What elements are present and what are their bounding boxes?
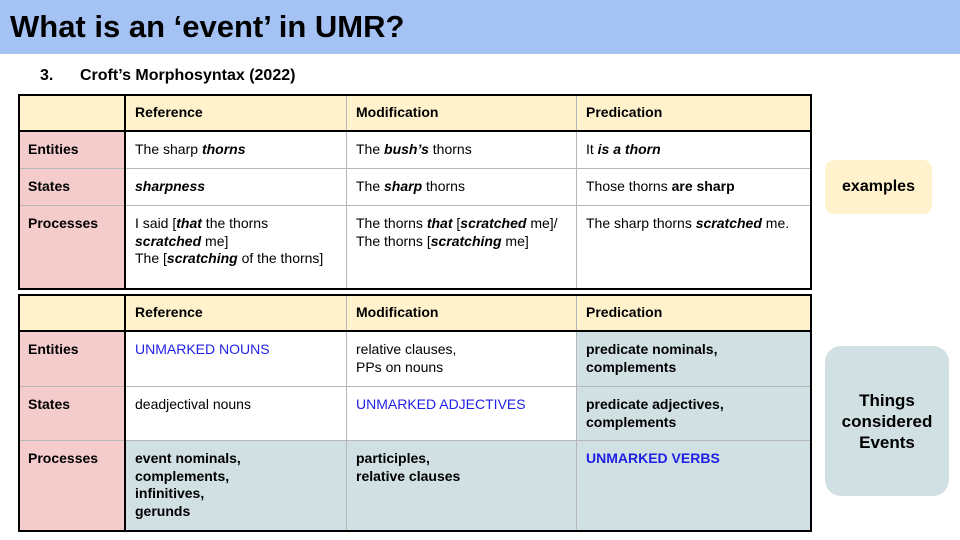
row-header-entities: Entities (18, 331, 126, 387)
examples-table: Reference Modification Predication Entit… (18, 94, 812, 290)
construction-states-modification: UNMARKED ADJECTIVES (346, 386, 577, 441)
construction-processes-modification: participles, relative clauses (346, 440, 577, 532)
section-title: Croft’s Morphosyntax (2022) (80, 67, 296, 84)
example-entities-reference: The sharp thorns (125, 131, 347, 169)
row-header-states: States (18, 386, 126, 441)
construction-states-reference: deadjectival nouns (125, 386, 347, 441)
construction-entities-reference: UNMARKED NOUNS (125, 331, 347, 387)
examples-callout: examples (825, 160, 932, 214)
slide-title: What is an ‘event’ in UMR? (10, 9, 405, 44)
constructions-table: Reference Modification Predication Entit… (18, 294, 812, 532)
construction-states-predication: predicate adjectives, complements (576, 386, 812, 441)
col-header-modification: Modification (346, 94, 577, 132)
example-processes-reference: I said [that the thorns scratched me] The… (125, 205, 347, 290)
row-header-processes: Processes (18, 440, 126, 532)
row-header-states: States (18, 168, 126, 206)
construction-entities-predication: predicate nominals, complements (576, 331, 812, 387)
section-heading: 3. Croft’s Morphosyntax (2022) (40, 67, 295, 85)
things-considered-events-label: Things considered Events (841, 390, 933, 452)
col-header-modification: Modification (346, 294, 577, 332)
example-entities-modification: The bush’s thorns (346, 131, 577, 169)
col-header-predication: Predication (576, 94, 812, 132)
title-bar: What is an ‘event’ in UMR? (0, 0, 960, 54)
examples-label: examples (842, 178, 915, 195)
col-header-reference: Reference (125, 294, 347, 332)
example-states-modification: The sharp thorns (346, 168, 577, 206)
example-states-predication: Those thorns are sharp (576, 168, 812, 206)
corner-cell (18, 294, 126, 332)
construction-processes-reference: event nominals, complements, infinitives, g… (125, 440, 347, 532)
col-header-predication: Predication (576, 294, 812, 332)
section-number: 3. (40, 67, 54, 84)
row-header-processes: Processes (18, 205, 126, 290)
corner-cell (18, 94, 126, 132)
example-entities-predication: It is a thorn (576, 131, 812, 169)
col-header-reference: Reference (125, 94, 347, 132)
example-processes-modification: The thorns that [scratched me]/The thorn… (346, 205, 577, 290)
example-states-reference: sharpness (125, 168, 347, 206)
row-header-entities: Entities (18, 131, 126, 169)
example-processes-predication: The sharp thorns scratched me. (576, 205, 812, 290)
things-considered-events-callout: Things considered Events (825, 346, 949, 496)
construction-entities-modification: relative clauses, PPs on nouns (346, 331, 577, 387)
construction-processes-predication: UNMARKED VERBS (576, 440, 812, 532)
